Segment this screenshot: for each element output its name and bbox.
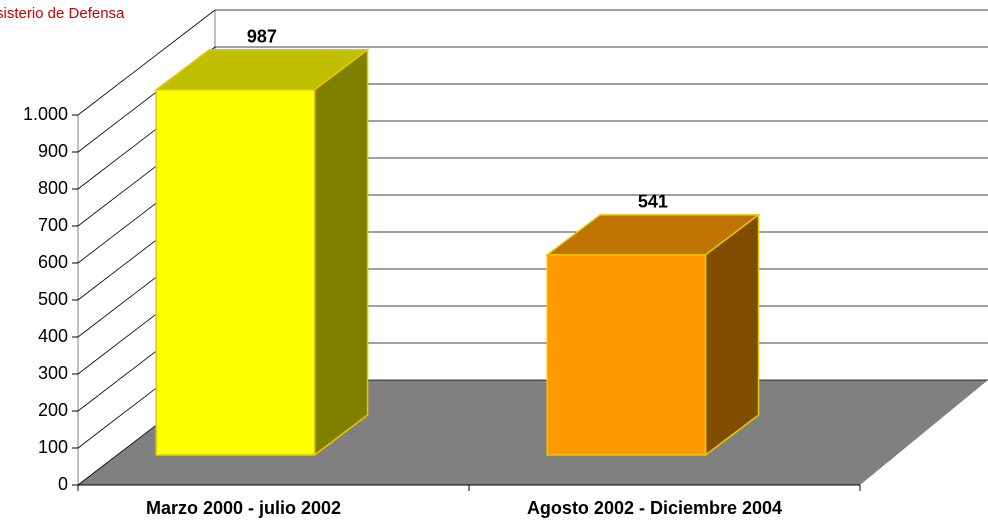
source-note: sisterio de Defensa	[0, 5, 125, 22]
bar	[546, 254, 707, 456]
x-tick-label: Marzo 2000 - julio 2002	[146, 498, 341, 518]
y-tick-label: 200	[38, 400, 68, 420]
bar	[155, 89, 316, 456]
y-tick-label: 400	[38, 326, 68, 346]
side-grid-line	[77, 9, 216, 116]
bar-side	[313, 48, 369, 457]
y-tick-label: 700	[38, 215, 68, 235]
data-label: 987	[247, 27, 277, 47]
bar-side	[704, 213, 760, 457]
y-tick-label: 900	[38, 141, 68, 161]
y-tick-label: 800	[38, 178, 68, 198]
y-tick-label: 500	[38, 289, 68, 309]
y-tick-label: 100	[38, 437, 68, 457]
y-tick-label: 300	[38, 363, 68, 383]
x-tick-label: Agosto 2002 - Diciembre 2004	[527, 498, 782, 518]
y-tick-label: 0	[58, 474, 68, 494]
data-label: 541	[638, 192, 668, 212]
y-tick-label: 1.000	[23, 104, 68, 124]
y-tick-label: 600	[38, 252, 68, 272]
